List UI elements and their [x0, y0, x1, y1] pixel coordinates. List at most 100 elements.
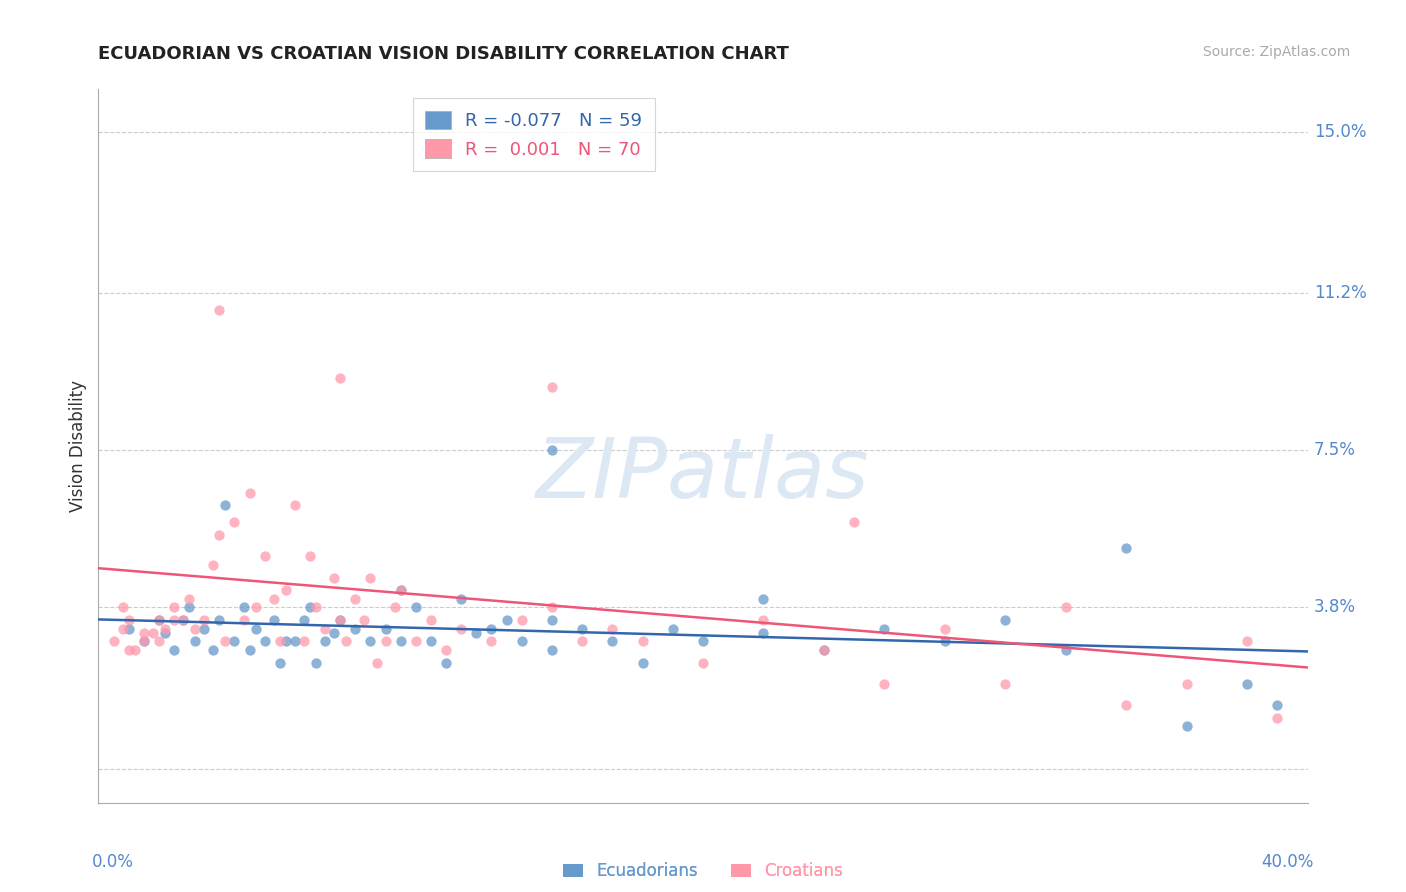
Point	[374, 634, 396, 648]
Point	[631, 656, 654, 670]
Text: 40.0%: 40.0%	[1261, 853, 1313, 871]
Point	[752, 591, 775, 606]
Point	[481, 634, 503, 648]
Point	[284, 634, 307, 648]
Point	[1115, 698, 1137, 712]
Text: 0.0%: 0.0%	[93, 853, 134, 871]
Point	[1265, 698, 1288, 712]
Point	[873, 622, 896, 636]
Point	[239, 485, 262, 500]
Point	[540, 613, 562, 627]
Point	[214, 499, 236, 513]
Point	[540, 600, 562, 615]
Point	[269, 634, 291, 648]
Point	[813, 643, 835, 657]
Point	[208, 528, 231, 542]
Point	[224, 516, 246, 530]
Point	[148, 613, 170, 627]
Point	[540, 379, 562, 393]
Point	[124, 643, 146, 657]
Point	[389, 634, 412, 648]
Point	[366, 656, 388, 670]
Point	[335, 634, 357, 648]
Point	[540, 643, 562, 657]
Point	[752, 626, 775, 640]
Point	[299, 549, 322, 564]
Point	[934, 634, 956, 648]
Point	[692, 634, 714, 648]
Point	[419, 613, 441, 627]
Point	[323, 571, 346, 585]
Legend: Ecuadorians, Croatians: Ecuadorians, Croatians	[562, 862, 844, 880]
Point	[873, 677, 896, 691]
Point	[148, 634, 170, 648]
Point	[142, 626, 165, 640]
Point	[177, 591, 201, 606]
Point	[163, 600, 186, 615]
Point	[994, 613, 1017, 627]
Point	[111, 622, 134, 636]
Point	[193, 613, 215, 627]
Y-axis label: Vision Disability: Vision Disability	[69, 380, 87, 512]
Point	[163, 613, 186, 627]
Point	[132, 626, 155, 640]
Point	[239, 643, 262, 657]
Point	[132, 634, 155, 648]
Point	[224, 634, 246, 648]
Point	[353, 613, 375, 627]
Point	[1236, 634, 1258, 648]
Point	[153, 626, 176, 640]
Point	[153, 622, 176, 636]
Point	[844, 516, 866, 530]
Point	[253, 634, 276, 648]
Point	[434, 643, 457, 657]
Point	[510, 613, 533, 627]
Point	[344, 622, 367, 636]
Point	[752, 613, 775, 627]
Point	[202, 643, 225, 657]
Point	[540, 443, 562, 458]
Point	[602, 634, 624, 648]
Point	[148, 613, 170, 627]
Point	[274, 583, 297, 598]
Point	[465, 626, 488, 640]
Point	[103, 634, 125, 648]
Point	[274, 634, 297, 648]
Point	[389, 583, 412, 598]
Point	[305, 600, 328, 615]
Point	[405, 600, 427, 615]
Text: ZIPatlas: ZIPatlas	[536, 434, 870, 515]
Point	[263, 591, 285, 606]
Point	[329, 613, 352, 627]
Point	[202, 558, 225, 572]
Point	[214, 634, 236, 648]
Point	[360, 571, 382, 585]
Text: 7.5%: 7.5%	[1313, 442, 1355, 459]
Point	[1115, 541, 1137, 555]
Point	[329, 613, 352, 627]
Point	[132, 634, 155, 648]
Point	[1236, 677, 1258, 691]
Point	[118, 622, 141, 636]
Point	[571, 622, 593, 636]
Text: 15.0%: 15.0%	[1313, 123, 1367, 141]
Point	[994, 677, 1017, 691]
Point	[384, 600, 406, 615]
Point	[118, 643, 141, 657]
Text: 11.2%: 11.2%	[1313, 284, 1367, 302]
Point	[269, 656, 291, 670]
Point	[292, 613, 315, 627]
Point	[177, 600, 201, 615]
Point	[813, 643, 835, 657]
Point	[292, 634, 315, 648]
Point	[184, 634, 207, 648]
Point	[299, 600, 322, 615]
Point	[172, 613, 194, 627]
Point	[208, 613, 231, 627]
Point	[571, 634, 593, 648]
Point	[1054, 600, 1077, 615]
Point	[374, 622, 396, 636]
Point	[232, 600, 254, 615]
Point	[1175, 719, 1198, 733]
Point	[1175, 677, 1198, 691]
